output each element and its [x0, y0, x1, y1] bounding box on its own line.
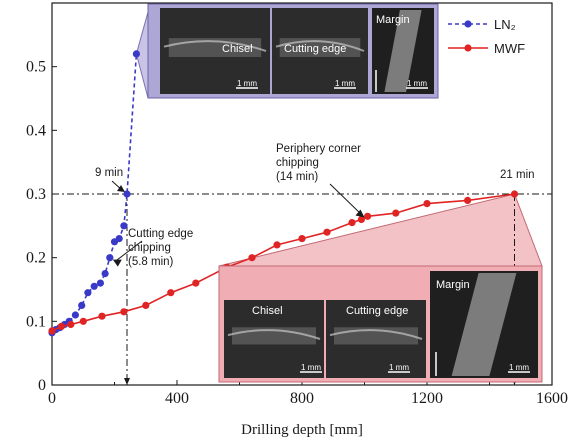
data-point-mwf: [248, 254, 256, 262]
data-point-mwf: [510, 190, 519, 198]
callout-wedge-mwf: [218, 193, 543, 267]
scale-bar-label: 1 mm: [237, 79, 257, 88]
inset-top-label-chisel: Chisel: [222, 43, 253, 55]
data-point-mwf: [192, 279, 200, 287]
photo-margin-band: [384, 10, 422, 92]
annotation-ln2-chipping: chipping: [128, 242, 171, 254]
y-tick-label: 0.1: [26, 313, 46, 330]
inset-top-label-edge: Cutting edge: [284, 43, 346, 55]
annotation-arrowhead: [355, 209, 365, 218]
inset-bottom-photo-edge: [326, 300, 426, 378]
data-point-mwf: [273, 241, 281, 249]
y-tick-label: 0.2: [26, 250, 46, 267]
data-point-ln2: [132, 50, 140, 58]
annotations: 9 min 21 min Cutting edge chipping (5.8 min)…: [95, 143, 535, 268]
annotation-9-min: 9 min: [95, 167, 123, 179]
annotation-arrowhead: [112, 259, 122, 267]
axes: 0 400 800 1200 1600 0 0.1 0.2 0.3 0.4 0.5 Drilling …: [26, 2, 568, 438]
x-tick-label: 0: [48, 390, 56, 407]
annotation-mwf-chipping: (14 min): [276, 171, 318, 183]
y-tick-label: 0: [38, 377, 46, 394]
y-tick-label: 0.3: [26, 186, 46, 203]
data-point-mwf: [357, 215, 365, 224]
annotation-mwf-chipping: Periphery corner: [276, 143, 361, 155]
data-point-ln2: [115, 235, 123, 243]
photo-edge-highlight: [227, 329, 321, 340]
data-point-mwf: [57, 322, 65, 330]
x-tick-label: 400: [165, 390, 189, 407]
annotation-arrow: [114, 240, 143, 263]
data-point-ln2: [84, 289, 92, 297]
inset-top-photo-chisel: [160, 8, 270, 94]
inset-bottom-photo-margin: [430, 271, 538, 378]
data-point-ln2: [120, 222, 128, 230]
data-point-mwf: [464, 196, 472, 204]
annotation-arrowhead: [117, 185, 125, 192]
x-tick-label: 1200: [411, 390, 443, 407]
data-point-mwf: [323, 228, 331, 236]
y-tick-label: 0.4: [26, 122, 46, 139]
annotation-mwf-chipping: chipping: [276, 157, 319, 169]
legend-marker-ln2: [464, 20, 472, 28]
annotation-21-min: 21 min: [500, 169, 535, 181]
inset-bottom-photo-chisel: [224, 300, 324, 378]
data-point-mwf: [98, 312, 106, 320]
data-point-mwf: [48, 327, 56, 335]
inset-top-photo-margin: [372, 8, 434, 94]
data-point-ln2: [96, 279, 104, 287]
inset-bottom-label-chisel: Chisel: [252, 305, 283, 317]
inset-bottom-label-edge: Cutting edge: [346, 305, 408, 317]
photo-edge-highlight: [329, 329, 423, 340]
x-tick-label: 1600: [536, 390, 568, 407]
data-point-ln2: [78, 301, 86, 309]
data-point-ln2: [123, 190, 131, 198]
data-point-ln2: [90, 282, 98, 290]
data-point-mwf: [79, 317, 87, 325]
inset-top-photo-edge: [272, 8, 368, 94]
data-point-ln2: [106, 254, 114, 262]
data-point-ln2: [71, 311, 79, 319]
data-point-mwf: [392, 209, 400, 217]
inset-bottom-label-margin: Margin: [436, 279, 470, 291]
data-point-mwf: [298, 235, 306, 243]
annotation-ln2-chipping: Cutting edge: [128, 228, 193, 240]
annotation-arrow: [329, 183, 363, 216]
legend-label-ln2: LN₂: [494, 17, 516, 32]
x-axis-title: Drilling depth [mm]: [241, 422, 363, 438]
legend-marker-mwf: [464, 44, 472, 52]
photo-edge-highlight: [275, 40, 365, 52]
data-point-mwf: [348, 219, 356, 227]
data-point-mwf: [364, 212, 372, 220]
data-point-mwf: [120, 308, 128, 316]
scale-bar-label: 1 mm: [509, 363, 529, 372]
legend: LN₂ MWF: [448, 17, 525, 56]
ref-arrowhead: [124, 378, 130, 385]
scale-bar-label: 1 mm: [389, 363, 409, 372]
y-tick-label: 0.5: [26, 59, 46, 76]
series-layer: [48, 50, 519, 337]
annotation-ln2-chipping: (5.8 min): [128, 256, 174, 268]
photo-margin-band: [451, 273, 517, 376]
scale-bar-label: 1 mm: [335, 79, 355, 88]
legend-label-mwf: MWF: [494, 41, 525, 56]
inset-images: Chisel Cutting edge Margin 1 mm 1 mm 1 mm Chis…: [147, 3, 543, 383]
scale-bar-label: 1 mm: [301, 363, 321, 372]
data-point-ln2: [101, 270, 109, 278]
photo-edge-highlight: [163, 40, 267, 52]
data-point-mwf: [67, 320, 75, 329]
x-tick-label: 800: [290, 390, 314, 407]
data-point-mwf: [142, 301, 150, 309]
data-point-mwf: [167, 289, 175, 297]
data-point-mwf: [423, 200, 431, 208]
scale-bar-label: 1 mm: [407, 79, 427, 88]
inset-top-label-margin: Margin: [376, 14, 410, 26]
